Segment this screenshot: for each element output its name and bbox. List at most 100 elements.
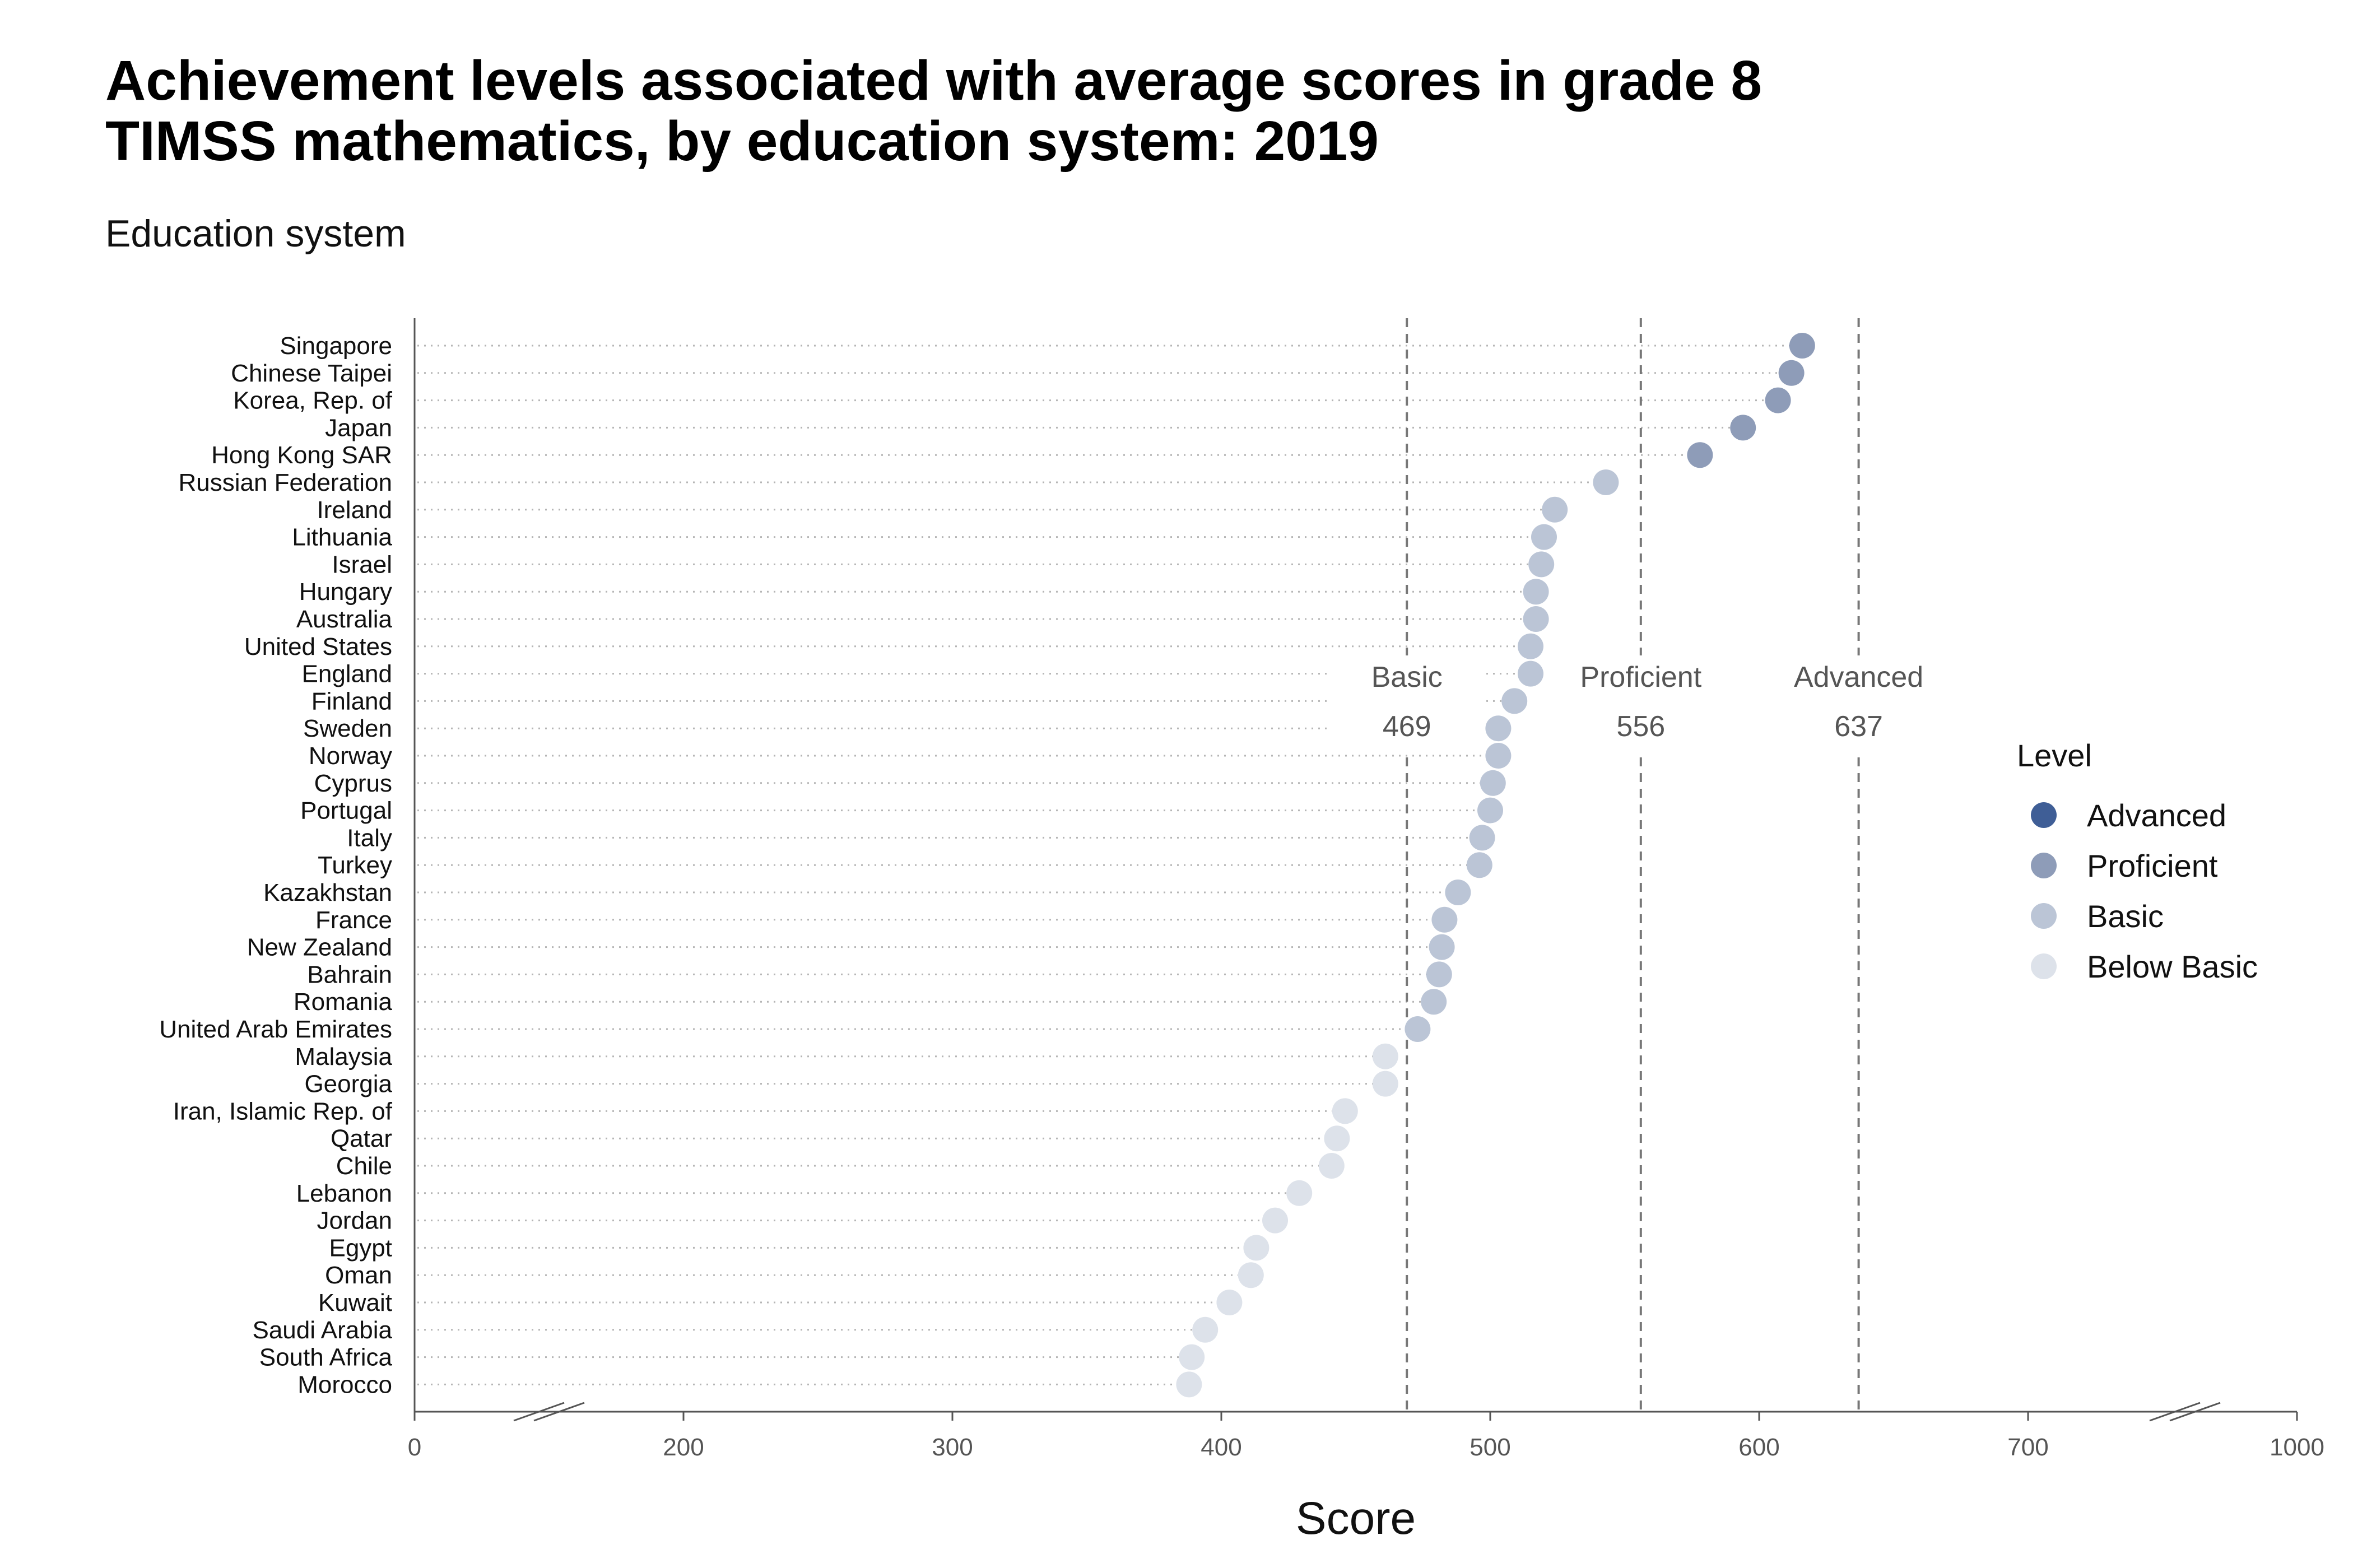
data-point	[1523, 579, 1549, 605]
threshold-value-label: 556	[1616, 710, 1665, 743]
data-point	[1480, 770, 1506, 796]
data-point	[1730, 415, 1756, 441]
data-point	[1765, 387, 1791, 413]
country-label: Cyprus	[314, 770, 392, 797]
x-tick-label: 200	[663, 1434, 704, 1461]
threshold-name-label: Basic	[1371, 661, 1443, 694]
country-label: Romania	[294, 988, 393, 1016]
data-point	[1216, 1290, 1243, 1315]
x-tick-label: 0	[408, 1434, 421, 1461]
data-point	[1593, 469, 1619, 495]
threshold-label-background	[1328, 655, 1486, 751]
data-point	[1192, 1316, 1219, 1343]
data-point	[1243, 1235, 1269, 1261]
legend-swatch	[2031, 903, 2057, 929]
country-label: Egypt	[329, 1234, 392, 1262]
country-label: Portugal	[300, 797, 392, 825]
axis-break-mark	[2169, 1402, 2221, 1422]
data-point	[1518, 660, 1543, 687]
data-point	[1485, 743, 1512, 769]
country-label: Malaysia	[295, 1043, 392, 1071]
country-label: Jordan	[317, 1207, 392, 1235]
legend-swatch	[2031, 953, 2057, 979]
legend-title: Level	[2017, 738, 2092, 773]
country-label: Norway	[309, 742, 392, 770]
threshold-value-label: 637	[1834, 710, 1883, 743]
chart-title-line-1: Achievement levels associated with avera…	[105, 49, 1762, 112]
data-point	[1445, 880, 1471, 905]
country-label: Kazakhstan	[263, 879, 392, 906]
country-label: Korea, Rep. of	[233, 387, 392, 415]
threshold-label-background	[1780, 655, 1937, 751]
data-point	[1501, 688, 1528, 714]
country-label: Chinese Taipei	[231, 360, 392, 387]
country-label: Japan	[325, 414, 392, 441]
axes	[413, 318, 2297, 1413]
country-label: Ireland	[317, 496, 392, 524]
country-label: Georgia	[304, 1071, 392, 1098]
data-point	[1318, 1153, 1345, 1179]
data-point	[1687, 442, 1713, 468]
country-label: Israel	[332, 551, 392, 578]
data-point	[1372, 1043, 1398, 1069]
threshold-name-label: Proficient	[1580, 661, 1701, 694]
data-point	[1429, 934, 1455, 960]
data-points	[1176, 333, 1815, 1398]
country-label: Italy	[347, 824, 392, 852]
axis-break-mark	[533, 1402, 585, 1422]
data-point	[1778, 360, 1805, 386]
data-point	[1531, 524, 1557, 550]
legend: Level Advanced Proficient Basic Below Basic	[2017, 738, 2258, 984]
data-point	[1372, 1071, 1398, 1097]
country-label: Lithuania	[292, 524, 392, 551]
data-point	[1332, 1098, 1358, 1124]
x-tick-label: 400	[1201, 1434, 1241, 1461]
x-tick-label: 700	[2007, 1434, 2048, 1461]
legend-label: Below Basic	[2087, 949, 2258, 984]
axis-break-mark	[2149, 1402, 2201, 1422]
legend-label: Basic	[2087, 899, 2164, 934]
data-point	[1518, 633, 1543, 659]
legend-label: Advanced	[2087, 798, 2226, 833]
data-point	[1477, 797, 1503, 823]
legend-label: Proficient	[2087, 848, 2218, 883]
legend-swatch	[2031, 853, 2057, 878]
country-label: Lebanon	[296, 1180, 392, 1207]
country-label: Kuwait	[318, 1289, 392, 1316]
legend-swatch	[2031, 802, 2057, 828]
country-label: Australia	[296, 606, 393, 633]
grid-lines	[417, 345, 1802, 1385]
country-label: Iran, Islamic Rep. of	[173, 1097, 393, 1125]
country-label: Hungary	[299, 578, 392, 606]
country-label: United Arab Emirates	[159, 1016, 392, 1043]
country-label: New Zealand	[247, 934, 392, 961]
threshold-label-background	[1562, 655, 1719, 751]
country-label: South Africa	[259, 1344, 393, 1371]
data-point	[1176, 1371, 1202, 1398]
country-label: Hong Kong SAR	[211, 441, 392, 469]
data-point	[1523, 606, 1549, 632]
country-label: Morocco	[297, 1371, 392, 1398]
x-tick-label: 1000	[2270, 1434, 2324, 1461]
data-point	[1421, 989, 1447, 1015]
x-axis-label: Score	[1296, 1493, 1416, 1544]
data-point	[1238, 1262, 1264, 1288]
country-label: Saudi Arabia	[252, 1316, 392, 1344]
data-point	[1485, 715, 1512, 742]
country-label: Turkey	[318, 852, 392, 879]
axis-break-mark	[513, 1402, 565, 1422]
threshold-value-label: 469	[1383, 710, 1431, 743]
country-label: Finland	[311, 687, 392, 715]
country-label: United States	[244, 633, 392, 660]
country-label: Bahrain	[307, 961, 392, 988]
country-label: Russian Federation	[178, 469, 392, 496]
threshold-lines: Basic 469 Proficient 556 Advanced 637	[1328, 318, 1937, 1412]
threshold-name-label: Advanced	[1794, 661, 1923, 694]
x-tick-label: 500	[1470, 1434, 1510, 1461]
country-label: France	[315, 906, 392, 934]
x-tick-label: 300	[932, 1434, 973, 1461]
country-label: Chile	[336, 1152, 392, 1180]
country-label: Oman	[325, 1262, 392, 1289]
